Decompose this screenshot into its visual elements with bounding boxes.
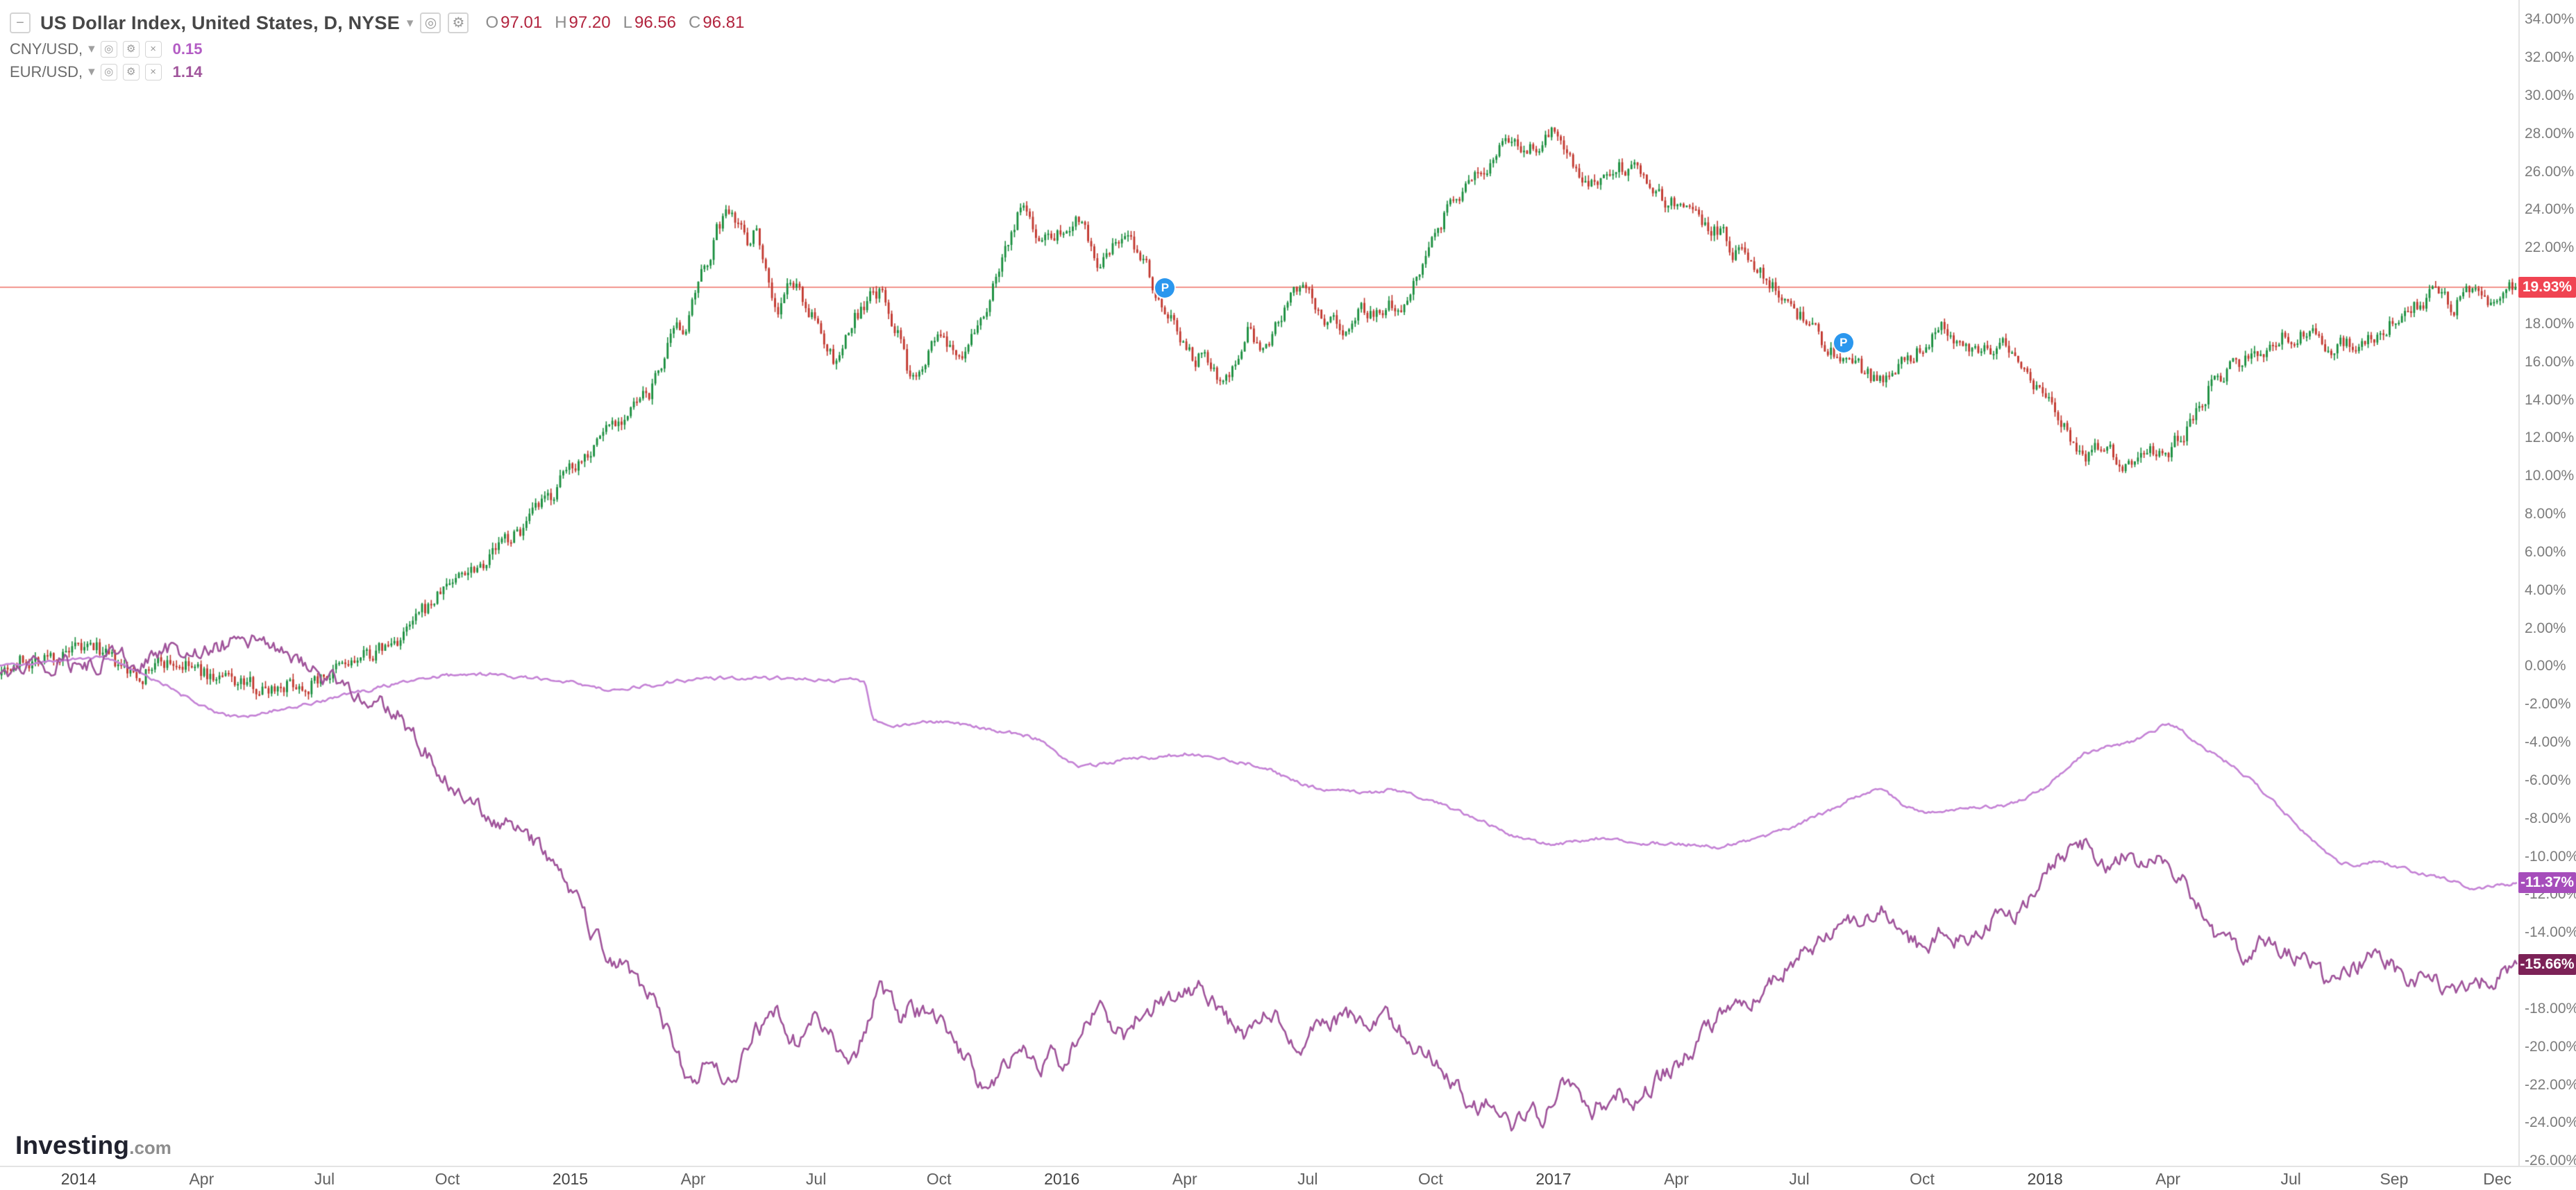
- price-axis-label: -20.00%: [2525, 1038, 2576, 1055]
- price-axis-label: 32.00%: [2525, 49, 2575, 66]
- price-axis-label: 24.00%: [2525, 201, 2575, 218]
- gear-icon[interactable]: ⚙: [448, 12, 469, 33]
- overlay-name[interactable]: EUR/USD,: [10, 62, 83, 80]
- gear-icon[interactable]: ⚙: [122, 63, 140, 80]
- price-axis-label: -18.00%: [2525, 1000, 2576, 1017]
- brand-name: Investing: [15, 1131, 130, 1159]
- time-axis-label: Jul: [1789, 1170, 1810, 1188]
- price-axis[interactable]: 34.00% 32.00% 30.00% 28.00% 26.00% 24.00% 22.0…: [2518, 0, 2576, 1169]
- price-axis-label: -22.00%: [2525, 1076, 2576, 1093]
- chart-header: − US Dollar Index, United States, D, NYS…: [10, 8, 744, 83]
- overlay-row-cnyusd: CNY/USD, ▾ ◎ ⚙ × 0.15: [10, 37, 744, 60]
- price-axis-label: 28.00%: [2525, 125, 2575, 142]
- close-label: C: [689, 13, 701, 32]
- low-label: L: [623, 13, 632, 32]
- price-axis-label: 12.00%: [2525, 430, 2575, 446]
- time-axis-label: Apr: [1664, 1170, 1689, 1188]
- event-marker[interactable]: P: [1155, 278, 1175, 298]
- brand-tld: .com: [129, 1137, 171, 1158]
- collapse-icon[interactable]: −: [10, 12, 31, 33]
- event-marker[interactable]: P: [1833, 333, 1853, 353]
- price-axis-label: 14.00%: [2525, 391, 2575, 408]
- instrument-row: − US Dollar Index, United States, D, NYS…: [10, 8, 744, 37]
- time-axis-label: Apr: [2155, 1170, 2181, 1188]
- time-axis-label: 2016: [1044, 1170, 1080, 1188]
- price-badge: 19.93%: [2518, 276, 2576, 298]
- overlay-value: 1.14: [172, 62, 203, 80]
- time-axis-label: Jul: [805, 1170, 827, 1188]
- time-axis-label: Jul: [2280, 1170, 2301, 1188]
- price-axis-label: -4.00%: [2525, 734, 2571, 751]
- chart-title: US Dollar Index, United States, D, NYSE: [40, 12, 400, 33]
- overlay-value: 0.15: [172, 40, 203, 58]
- high-label: H: [555, 13, 567, 32]
- price-axis-label: 22.00%: [2525, 239, 2575, 256]
- price-axis-label: 30.00%: [2525, 87, 2575, 103]
- price-axis-label: -14.00%: [2525, 924, 2576, 941]
- eye-icon[interactable]: ◎: [100, 40, 117, 58]
- time-axis-label: Jul: [314, 1170, 335, 1188]
- price-badge: -11.37%: [2518, 872, 2576, 894]
- overlay-name[interactable]: CNY/USD,: [10, 40, 83, 58]
- time-axis-label: Jul: [1297, 1170, 1318, 1188]
- time-axis-label: 2015: [552, 1170, 589, 1188]
- price-axis-label: 18.00%: [2525, 315, 2575, 332]
- close-icon[interactable]: ×: [144, 63, 162, 80]
- price-axis-label: 4.00%: [2525, 581, 2566, 598]
- open-value: 97.01: [500, 13, 543, 32]
- ohlc-values: O 97.01 H 97.20 L 96.56 C 96.81: [485, 13, 744, 33]
- close-value: 96.81: [702, 13, 745, 32]
- chevron-down-icon[interactable]: ▾: [406, 15, 414, 31]
- time-axis-label: Apr: [189, 1170, 214, 1188]
- time-axis-label: Sep: [2380, 1170, 2409, 1188]
- eye-icon[interactable]: ◎: [420, 12, 441, 33]
- price-axis-label: -24.00%: [2525, 1114, 2576, 1131]
- gear-icon[interactable]: ⚙: [122, 40, 140, 58]
- investing-logo[interactable]: Investing.com: [15, 1131, 171, 1160]
- price-badge: -15.66%: [2518, 953, 2576, 975]
- time-axis-label: Oct: [926, 1170, 952, 1188]
- price-axis-label: 16.00%: [2525, 353, 2575, 370]
- time-axis[interactable]: 2014 Apr Jul Oct 2015 Apr Jul Oct 2016 Apr Jul Oct 2…: [0, 1166, 2576, 1190]
- close-icon[interactable]: ×: [144, 40, 162, 58]
- time-axis-label: Oct: [1910, 1170, 1935, 1188]
- price-axis-label: 10.00%: [2525, 468, 2575, 484]
- chevron-down-icon[interactable]: ▾: [88, 65, 95, 79]
- price-axis-label: 8.00%: [2525, 506, 2566, 522]
- price-axis-label: 34.00%: [2525, 11, 2575, 28]
- open-label: O: [485, 13, 499, 32]
- price-axis-label: 2.00%: [2525, 620, 2566, 636]
- time-axis-label: 2017: [1535, 1170, 1572, 1188]
- chevron-down-icon[interactable]: ▾: [88, 42, 95, 56]
- price-axis-label: -8.00%: [2525, 810, 2571, 826]
- time-axis-label: Apr: [1172, 1170, 1197, 1188]
- time-axis-label: Dec: [2483, 1170, 2512, 1188]
- time-axis-label: Apr: [680, 1170, 706, 1188]
- time-axis-label: Oct: [1417, 1170, 1443, 1188]
- price-axis-label: -10.00%: [2525, 848, 2576, 865]
- price-axis-label: -26.00%: [2525, 1153, 2576, 1169]
- price-axis-label: 6.00%: [2525, 543, 2566, 560]
- price-axis-label: -6.00%: [2525, 772, 2571, 788]
- time-axis-label: 2018: [2027, 1170, 2063, 1188]
- price-axis-label: 0.00%: [2525, 658, 2566, 674]
- time-axis-label: 2014: [60, 1170, 96, 1188]
- price-axis-label: 26.00%: [2525, 163, 2575, 180]
- overlay-row-eurusd: EUR/USD, ▾ ◎ ⚙ × 1.14: [10, 60, 744, 83]
- time-axis-label: Oct: [435, 1170, 460, 1188]
- high-value: 97.20: [569, 13, 611, 32]
- eye-icon[interactable]: ◎: [100, 63, 117, 80]
- low-value: 96.56: [634, 13, 677, 32]
- price-axis-label: -2.00%: [2525, 696, 2571, 713]
